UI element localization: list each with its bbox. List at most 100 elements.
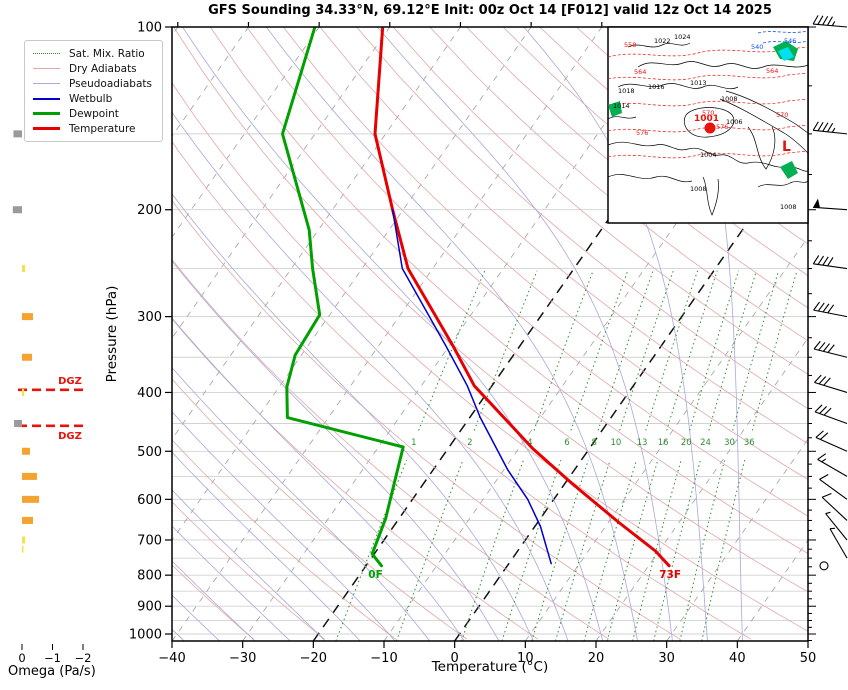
barb-full (823, 407, 832, 416)
pseudoadiabat (172, 366, 431, 641)
mixing-ratio-line (666, 270, 718, 431)
legend-label: Sat. Mix. Ratio (69, 47, 145, 60)
omega-bar (22, 265, 26, 273)
inset-blue-contour (757, 30, 809, 34)
mixing-ratio-line (395, 459, 464, 641)
mixing-ratio-line (461, 459, 524, 641)
pseudoadiabat (182, 27, 604, 641)
barb-full (817, 453, 827, 460)
barb-full (822, 122, 829, 132)
mixing-ratio-line (689, 270, 740, 431)
pressure-tick-label: 900 (137, 600, 162, 615)
legend-label: Dewpoint (69, 107, 119, 120)
wind-barb (829, 527, 848, 559)
temperature-axis-label: Temperature (°C) (431, 659, 549, 675)
inset-thickness-label: 570 (776, 111, 788, 119)
inset-isobar-label: 1016 (648, 83, 665, 91)
barb-staff (825, 513, 848, 541)
legend-label: Dry Adiabats (69, 62, 137, 75)
mixing-ratio-line (653, 459, 701, 641)
dewpoint-curve (281, 27, 405, 568)
wind-barb (814, 374, 848, 393)
isotherm (172, 27, 532, 541)
inset-thickness-label: 558 (624, 41, 636, 49)
inset-thickness-label: 564 (634, 68, 646, 76)
temperature-tick-label: 30 (658, 651, 675, 666)
dry-adiabat (172, 140, 752, 640)
inset-isobar-label: 1014 (613, 102, 630, 110)
surface-temp-label: 73F (659, 569, 681, 581)
isotherm (525, 236, 808, 641)
wind-barb (814, 404, 848, 425)
temperature-tick-label: −10 (370, 651, 397, 666)
plot-frame (171, 26, 809, 642)
pseudoadiabat (172, 193, 534, 641)
inset-thickness-contour (607, 98, 809, 107)
omega-bar (22, 545, 24, 553)
mixing-ratio-line (555, 459, 611, 641)
mixing-ratio-label: 6 (564, 438, 569, 448)
wind-barb (825, 511, 848, 541)
temperature-tick-label: 50 (800, 651, 817, 666)
omega-axis-label: Omega (Pa/s) (8, 664, 96, 679)
pseudoadiabat (172, 489, 326, 641)
wind-barb (812, 15, 848, 28)
inset-contour (617, 83, 739, 90)
mixing-ratio-label: 2 (467, 438, 472, 448)
dry-adiabat (429, 27, 808, 342)
inset-contour (607, 116, 637, 120)
pseudoadiabat (172, 560, 256, 641)
isotherm (172, 27, 603, 641)
inset-isobar-label: 1004 (700, 151, 717, 159)
barb-full (813, 301, 820, 311)
inset-station-pressure: 1001 (694, 114, 719, 124)
inset-contour (627, 42, 691, 48)
pseudoadiabat (172, 111, 569, 641)
legend-item: Dewpoint (33, 106, 152, 121)
omega-bar (22, 353, 33, 361)
annotations: 73F 0F DGZ DGZ (18, 376, 681, 581)
legend: Sat. Mix. Ratio Dry Adiabats Pseudoadiabat… (24, 40, 163, 142)
dew-line-swatch (33, 112, 60, 115)
dry-adiabat (283, 27, 808, 480)
wind-barb (819, 474, 848, 500)
barb-full (814, 404, 823, 413)
chart-title: GFS Sounding 34.33°N, 69.12°E Init: 00z … (208, 3, 772, 18)
barb-full (822, 343, 831, 352)
dry-adiabat (466, 27, 808, 309)
barb-full (819, 406, 828, 414)
dry-adiabat (319, 27, 808, 445)
omega-bar (22, 536, 26, 544)
inset-precip-green (780, 161, 798, 179)
wind-barb (812, 255, 848, 270)
pressure-tick-label: 200 (137, 203, 162, 218)
dgz-label: DGZ (58, 431, 82, 442)
temperature-tick-label: −20 (300, 651, 327, 666)
mixing-ratio-label: 30 (724, 438, 735, 448)
inset-contour (719, 98, 809, 154)
dry-adiabat (502, 27, 808, 277)
barb-staff (821, 496, 848, 521)
legend-item: Temperature (33, 121, 152, 136)
mixing-ratio-label: 36 (744, 438, 755, 448)
inset-contour (637, 61, 809, 69)
barb-full (817, 15, 824, 25)
temperature-curve (373, 27, 671, 568)
barb-full (827, 257, 834, 267)
mixing-ratio-line (645, 270, 699, 431)
inset-low-label: L (782, 139, 791, 155)
inset-contour (747, 126, 776, 170)
mixing-ratio-label: 1 (411, 438, 416, 448)
isotherm (172, 27, 461, 440)
barb-full (814, 374, 822, 383)
omega-bar (22, 313, 33, 321)
inset-isobar-label: 1024 (674, 33, 691, 41)
mixing-ratio-label: 8 (591, 438, 596, 448)
legend-label: Pseudoadiabats (69, 77, 152, 90)
temp-line-swatch (33, 127, 60, 130)
barb-full (812, 15, 819, 25)
pseudo-line-swatch (33, 83, 60, 84)
